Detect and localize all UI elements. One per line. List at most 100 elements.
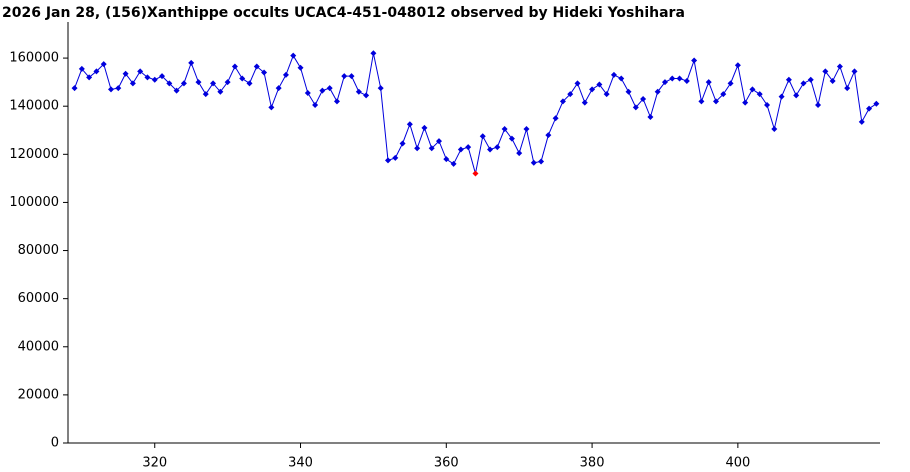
data-point [239,75,246,82]
y-tick-label: 100000 [9,195,59,210]
data-point [647,114,654,121]
data-point [450,160,457,167]
data-point [807,76,814,83]
data-point [399,140,406,147]
data-point [71,85,78,92]
data-point [523,126,530,133]
data-point [771,126,778,133]
data-point [756,91,763,98]
data-point [501,126,508,133]
data-point [86,74,93,81]
data-point [151,76,158,83]
data-point [538,158,545,165]
x-tick-label: 320 [142,456,167,471]
data-point [195,79,202,86]
data-point [144,74,151,81]
data-point [122,70,129,77]
data-point [78,65,85,72]
data-point [669,75,676,82]
data-point [465,144,472,151]
data-point [326,85,333,92]
data-point [632,104,639,111]
data-point [297,64,304,71]
data-point [508,135,515,142]
data-point [596,81,603,88]
data-point [683,77,690,84]
data-point [268,104,275,111]
data-point [793,92,800,99]
data-point [749,86,756,93]
data-point [487,146,494,153]
data-point [618,75,625,82]
y-tick-label: 120000 [9,147,59,162]
data-point [552,115,559,122]
data-point [348,73,355,80]
data-point [377,85,384,92]
x-tick-label: 400 [725,456,750,471]
data-point [676,75,683,82]
data-point [858,118,865,125]
data-point [290,52,297,59]
data-point [589,86,596,93]
data-point [581,99,588,106]
data-point [836,63,843,70]
data-point [785,76,792,83]
data-point [392,154,399,161]
data-point [815,101,822,108]
data-point [282,71,289,78]
data-point [370,50,377,57]
y-tick-label: 20000 [18,387,59,402]
data-point [421,124,428,131]
data-point [180,80,187,87]
data-point [129,80,136,87]
data-point [574,80,581,87]
data-point [275,85,282,92]
data-point [253,63,260,70]
data-point [712,98,719,105]
line [74,53,877,174]
y-tick-label: 80000 [18,243,59,258]
data-point [545,132,552,139]
data-point [822,68,829,75]
data-point [472,170,479,177]
data-point [603,91,610,98]
data-point [479,133,486,140]
data-point [414,145,421,152]
y-tick-label: 0 [51,436,59,451]
data-point [720,91,727,98]
data-point [734,62,741,69]
data-point [778,93,785,100]
data-point [844,85,851,92]
data-point [654,88,661,95]
data-point [610,71,617,78]
data-point [443,156,450,163]
data-point [108,86,115,93]
data-point [851,68,858,75]
data-point [829,77,836,84]
data-point [217,88,224,95]
data-point [261,69,268,76]
data-point [705,79,712,86]
y-tick-label: 60000 [18,291,59,306]
data-point [166,80,173,87]
data-point [188,59,195,66]
data-point [246,80,253,87]
chart-title: 2026 Jan 28, (156)Xanthippe occults UCAC… [2,5,685,21]
data-point [210,80,217,87]
x-tick-label: 340 [288,456,313,471]
data-point [516,150,523,157]
data-point [764,101,771,108]
data-point [100,61,107,68]
data-point [625,88,632,95]
data-point [494,144,501,151]
y-tick-label: 140000 [9,99,59,114]
data-point [873,100,880,107]
data-point [406,121,413,128]
data-point [742,99,749,106]
data-point [436,138,443,145]
x-tick-label: 380 [580,456,605,471]
data-point [384,157,391,164]
data-point [866,105,873,112]
x-tick-label: 360 [434,456,459,471]
data-point [304,89,311,96]
